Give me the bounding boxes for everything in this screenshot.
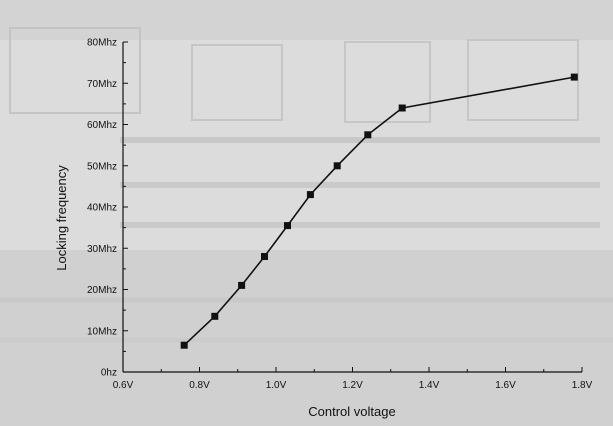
data-point-marker [570, 73, 578, 81]
x-tick-label: 1.4V [419, 380, 440, 391]
y-tick-label: 30Mhz [87, 244, 117, 255]
data-point-marker [398, 104, 406, 112]
y-axis-ticks: 0hz 10Mhz 20Mhz 30Mhz 40Mhz 50Mhz 60Mhz 70Mhz 80… [87, 38, 128, 379]
x-axis-ticks: 0.6V 0.8V 1.0V 1.2V 1.4V 1.6V 1.8V [113, 367, 593, 391]
series-markers [180, 73, 578, 349]
y-tick-label: 10Mhz [87, 326, 117, 337]
x-tick-label: 0.6V [113, 380, 134, 391]
y-tick-label: 60Mhz [87, 120, 117, 131]
data-point-marker [333, 162, 341, 170]
data-point-marker [180, 341, 188, 349]
data-point-marker [364, 131, 372, 139]
x-tick-label: 0.8V [189, 380, 210, 391]
plot-area: 0.6V 0.8V 1.0V 1.2V 1.4V 1.6V 1.8V 0hz 10Mhz 20M… [87, 38, 593, 392]
y-tick-label: 20Mhz [87, 285, 117, 296]
x-axis-title: Control voltage [308, 404, 395, 419]
y-axis-title: Locking frequency [54, 165, 69, 271]
y-tick-label: 0hz [101, 368, 117, 379]
data-point-marker [284, 222, 291, 230]
y-tick-label: 40Mhz [87, 203, 117, 214]
y-tick-label: 70Mhz [87, 79, 117, 90]
x-tick-label: 1.2V [342, 380, 363, 391]
x-tick-label: 1.0V [266, 380, 287, 391]
data-point-marker [238, 281, 246, 289]
x-tick-label: 1.6V [495, 380, 516, 391]
y-tick-label: 80Mhz [87, 38, 117, 49]
series-line [183, 76, 575, 346]
data-point-marker [211, 312, 219, 320]
data-point-marker [306, 191, 314, 199]
y-tick-label: 50Mhz [87, 161, 117, 172]
x-tick-label: 1.8V [572, 380, 593, 391]
data-point-marker [261, 253, 268, 260]
